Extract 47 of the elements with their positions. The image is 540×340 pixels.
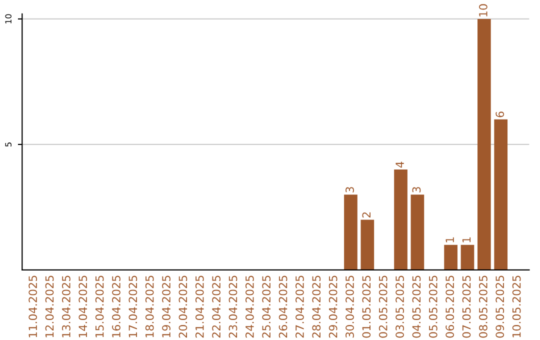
x-tick-label: 14.04.2025 [78,276,88,338]
data-label: 3 [346,187,354,192]
x-tick-label: 22.04.2025 [212,276,221,338]
x-tick-label: 09.05.2025 [496,276,504,338]
x-tick-label: 20.04.2025 [178,276,188,338]
bar [360,220,374,270]
x-tick-label: 15.04.2025 [95,276,104,338]
x-tick-label: 16.04.2025 [112,276,120,338]
data-label: 1 [462,237,471,242]
bar [477,18,491,270]
x-tick-label: 03.05.2025 [396,276,404,338]
bar [460,244,474,270]
x-tick-label: 27.04.2025 [296,276,304,338]
x-tick-label: 21.04.2025 [195,276,204,338]
x-tick-label: 29.04.2025 [328,276,338,338]
x-tick-label: 23.04.2025 [228,276,238,338]
data-label: 1 [446,237,454,242]
x-tick-label: 04.05.2025 [412,276,421,338]
bar [344,194,358,270]
x-tick-label: 18.04.2025 [145,276,154,338]
x-tick-label: 25.04.2025 [262,276,271,338]
x-tick-label: 17.04.2025 [128,276,138,338]
x-tick-label: 19.04.2025 [162,276,170,338]
y-tick-label: 5 [5,142,12,146]
data-label: 10 [478,4,488,16]
data-label: 6 [496,112,504,118]
x-tick-label: 07.05.2025 [462,276,471,338]
x-tick-label: 10.05.2025 [512,276,521,338]
x-tick-label: 06.05.2025 [446,276,454,338]
x-tick-label: 05.05.2025 [428,276,438,338]
bar [444,244,458,270]
data-label: 4 [396,162,404,168]
bar [410,194,424,270]
bar [494,119,508,270]
x-tick-label: 28.04.2025 [312,276,321,338]
x-tick-label: 24.04.2025 [245,276,254,338]
x-tick-label: 08.05.2025 [478,276,488,338]
x-tick-label: 26.04.2025 [278,276,288,338]
x-tick-label: 13.04.2025 [62,276,70,338]
data-label: 3 [412,187,421,192]
x-tick-label: 30.04.2025 [346,276,354,338]
x-tick-label: 01.05.2025 [362,276,371,338]
x-tick-label: 02.05.2025 [378,276,388,338]
x-tick-label: 11.04.2025 [28,276,38,338]
bar [394,170,408,270]
x-tick-label: 12.04.2025 [45,276,54,338]
data-label: 2 [362,212,370,218]
